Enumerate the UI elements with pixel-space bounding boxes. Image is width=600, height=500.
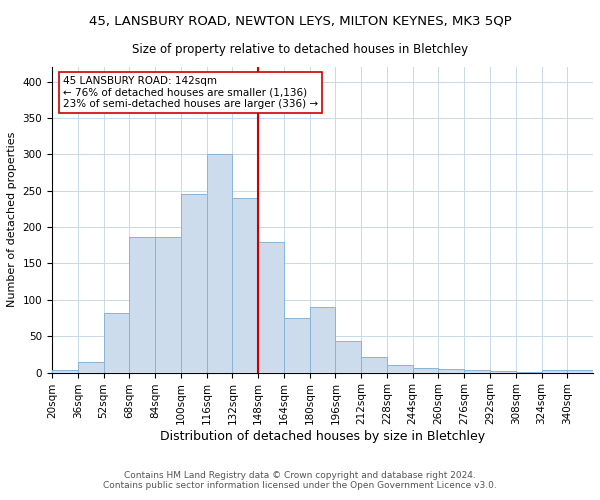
Bar bbox=[490, 371, 516, 372]
Bar bbox=[52, 370, 78, 372]
Text: Size of property relative to detached houses in Bletchley: Size of property relative to detached ho… bbox=[132, 42, 468, 56]
Y-axis label: Number of detached properties: Number of detached properties bbox=[7, 132, 17, 308]
Bar bbox=[284, 318, 310, 372]
Text: 45 LANSBURY ROAD: 142sqm
← 76% of detached houses are smaller (1,136)
23% of sem: 45 LANSBURY ROAD: 142sqm ← 76% of detach… bbox=[63, 76, 318, 110]
Bar bbox=[567, 370, 593, 372]
Bar bbox=[542, 370, 567, 372]
Bar bbox=[361, 356, 387, 372]
Bar bbox=[181, 194, 206, 372]
Bar bbox=[155, 238, 181, 372]
Bar bbox=[310, 307, 335, 372]
Bar bbox=[464, 370, 490, 372]
Text: Contains HM Land Registry data © Crown copyright and database right 2024.
Contai: Contains HM Land Registry data © Crown c… bbox=[103, 470, 497, 490]
Bar bbox=[206, 154, 232, 372]
X-axis label: Distribution of detached houses by size in Bletchley: Distribution of detached houses by size … bbox=[160, 430, 485, 443]
Bar bbox=[129, 238, 155, 372]
Bar bbox=[258, 242, 284, 372]
Bar bbox=[232, 198, 258, 372]
Bar bbox=[387, 364, 413, 372]
Bar bbox=[78, 362, 104, 372]
Bar bbox=[335, 342, 361, 372]
Text: 45, LANSBURY ROAD, NEWTON LEYS, MILTON KEYNES, MK3 5QP: 45, LANSBURY ROAD, NEWTON LEYS, MILTON K… bbox=[89, 15, 511, 28]
Bar bbox=[104, 313, 129, 372]
Bar bbox=[439, 369, 464, 372]
Bar bbox=[413, 368, 439, 372]
